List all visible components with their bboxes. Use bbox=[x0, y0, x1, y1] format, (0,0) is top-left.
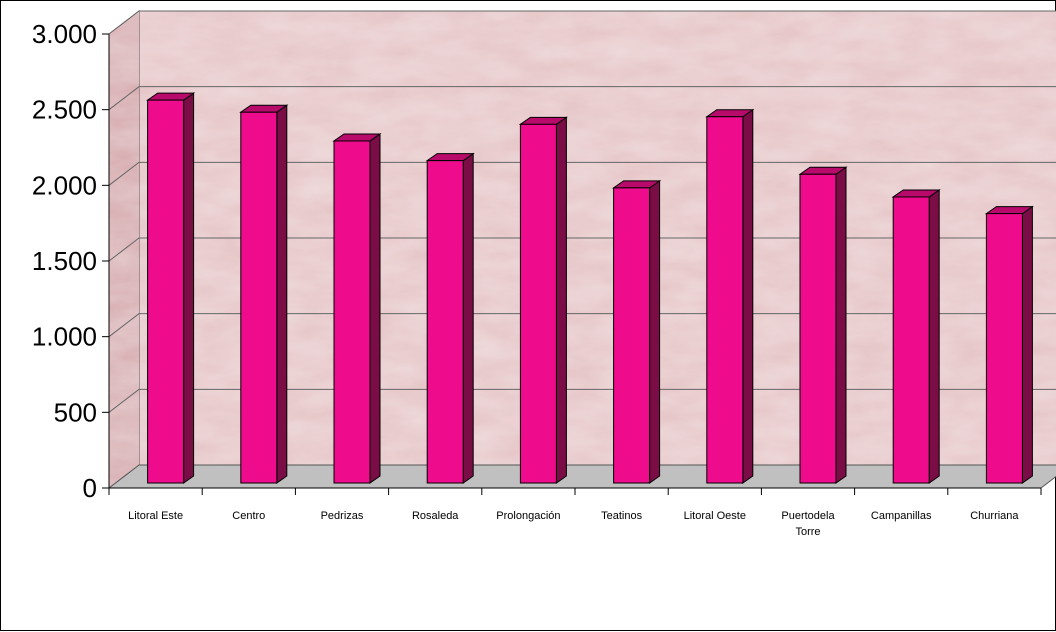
axes bbox=[102, 33, 1042, 495]
y-tick-label: 2.500 bbox=[32, 95, 97, 125]
x-tick-label: Prolongación bbox=[496, 510, 560, 522]
bar-front bbox=[799, 173, 837, 484]
x-tick-label: Churriana bbox=[970, 510, 1019, 522]
gridline bbox=[108, 388, 1056, 413]
bar-side bbox=[276, 104, 288, 484]
bar bbox=[891, 188, 941, 484]
bar bbox=[239, 104, 289, 484]
gridlines bbox=[108, 10, 1056, 413]
bar bbox=[705, 108, 755, 484]
bar bbox=[798, 166, 848, 484]
bar bbox=[146, 92, 196, 484]
bar-front bbox=[706, 116, 744, 484]
bar-side bbox=[462, 152, 474, 484]
x-axis-labels: Litoral Este Centro Pedrizas Rosaleda Prolon… bbox=[128, 510, 1019, 538]
x-tick-label: Centro bbox=[232, 510, 265, 522]
y-tick-label: 500 bbox=[54, 397, 97, 427]
bar-side bbox=[835, 166, 847, 484]
bar-front bbox=[426, 160, 464, 484]
x-tick-label: Litoral Oeste bbox=[684, 510, 746, 522]
y-axis-ticks: 0 500 1.000 1.500 2.000 2.500 3.000 bbox=[32, 19, 97, 503]
bar-front bbox=[613, 187, 651, 484]
x-tick-label: Torre bbox=[795, 526, 820, 538]
y-tick-label: 1.500 bbox=[32, 246, 97, 276]
bar-front bbox=[892, 196, 930, 484]
bar-side bbox=[555, 116, 567, 484]
bar-side bbox=[183, 92, 195, 484]
bar bbox=[425, 152, 475, 484]
bar-side bbox=[649, 179, 661, 484]
gridline bbox=[108, 237, 1056, 262]
bar-front bbox=[333, 140, 371, 484]
gridline bbox=[108, 86, 1056, 111]
x-tick-label: Puertodela bbox=[781, 510, 835, 522]
bar-side bbox=[1021, 205, 1033, 484]
bars bbox=[146, 92, 1034, 484]
x-tick-label: Campanillas bbox=[871, 510, 932, 522]
bar bbox=[612, 179, 662, 484]
bar-front bbox=[147, 99, 185, 484]
x-tick-label: Teatinos bbox=[601, 510, 642, 522]
bar-front bbox=[240, 111, 278, 484]
bar bbox=[984, 205, 1034, 484]
x-tick-label: Rosaleda bbox=[412, 510, 459, 522]
bar-side bbox=[369, 132, 381, 484]
gridline bbox=[108, 10, 1056, 35]
bar-front bbox=[519, 123, 557, 484]
gridline bbox=[108, 313, 1056, 338]
gridline bbox=[108, 161, 1056, 186]
bar-side bbox=[928, 188, 940, 484]
x-tick-label: Litoral Este bbox=[128, 510, 183, 522]
bar-side bbox=[742, 108, 754, 484]
y-tick-label: 2.000 bbox=[32, 170, 97, 200]
x-tick-label: Pedrizas bbox=[321, 510, 364, 522]
y-tick-label: 0 bbox=[83, 473, 97, 503]
y-tick-label: 1.000 bbox=[32, 322, 97, 352]
bar bbox=[332, 132, 382, 484]
bar bbox=[518, 116, 568, 484]
y-tick-label: 3.000 bbox=[32, 19, 97, 49]
bar-front bbox=[985, 213, 1023, 484]
